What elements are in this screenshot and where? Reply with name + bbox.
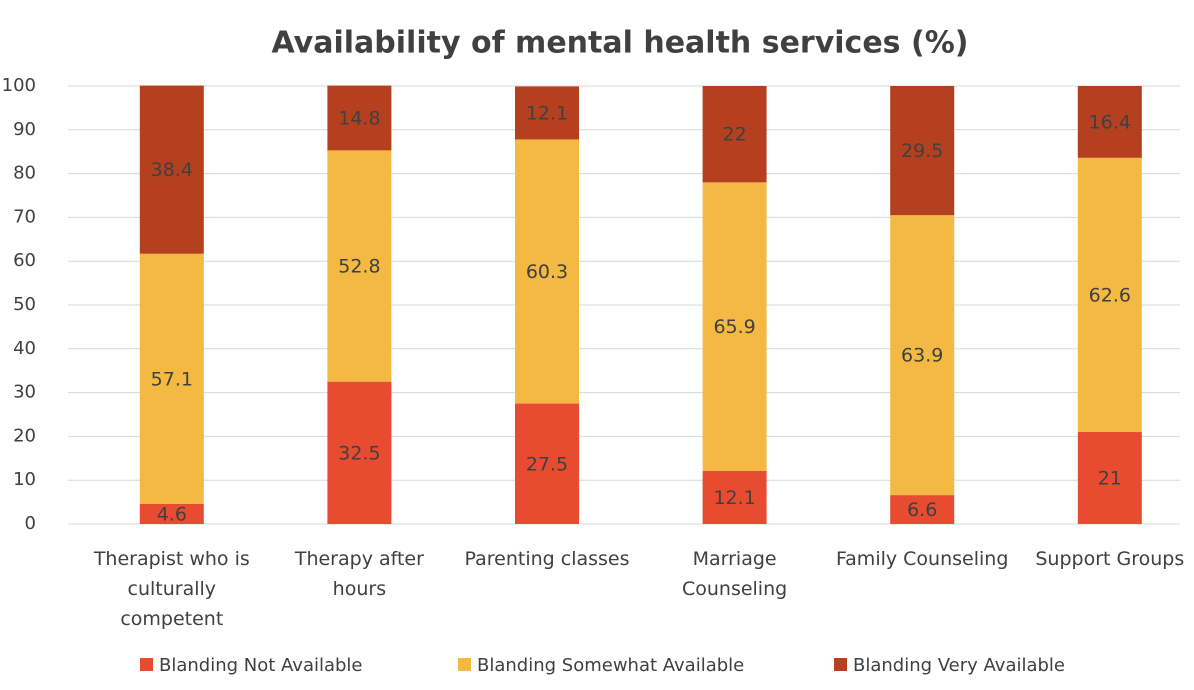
- y-tick-label: 0: [25, 513, 36, 534]
- data-label: 60.3: [526, 261, 568, 283]
- x-tick-label: Parenting classes: [464, 548, 630, 570]
- legend-swatch: [140, 658, 153, 671]
- bar-segment: [139, 503, 204, 524]
- bar-segment: [1077, 157, 1142, 433]
- bar-segment: [702, 471, 767, 524]
- bar-segment: [702, 182, 767, 472]
- y-tick-label: 70: [13, 206, 36, 227]
- data-label: 22: [723, 124, 747, 146]
- x-tick-label: Support Groups: [1035, 548, 1185, 570]
- bar-segment: [890, 215, 955, 496]
- data-label: 14.8: [338, 107, 380, 129]
- data-label: 63.9: [901, 345, 943, 367]
- y-tick-label: 80: [13, 163, 36, 184]
- y-tick-label: 50: [13, 294, 36, 315]
- data-label: 52.8: [338, 256, 380, 278]
- y-tick-label: 90: [13, 119, 36, 140]
- data-label: 12.1: [713, 487, 755, 509]
- chart-title: Availability of mental health services (…: [272, 26, 969, 61]
- data-label: 4.6: [157, 503, 187, 525]
- bar-segment: [327, 150, 392, 382]
- bar-segment: [515, 139, 579, 404]
- x-tick-label: Marriage Counseling: [681, 548, 788, 600]
- data-label: 29.5: [901, 140, 943, 162]
- y-tick-label: 40: [13, 338, 36, 359]
- bar-segment: [139, 253, 204, 504]
- legend-label: Blanding Very Available: [853, 655, 1065, 676]
- y-tick-label: 60: [13, 250, 36, 271]
- data-label: 57.1: [151, 368, 193, 390]
- data-label: 12.1: [526, 102, 568, 124]
- bar-segment: [890, 495, 955, 524]
- data-label: 38.4: [151, 159, 193, 181]
- data-label: 21: [1098, 468, 1122, 490]
- legend-label: Blanding Somewhat Available: [477, 655, 744, 676]
- y-tick-label: 20: [13, 425, 36, 446]
- x-tick-label: Therapy after hours: [294, 548, 424, 600]
- data-label: 62.6: [1089, 284, 1131, 306]
- bar-segment: [1077, 86, 1142, 158]
- bar-segment: [1077, 432, 1142, 524]
- y-tick-label: 10: [13, 469, 36, 490]
- y-tick-label: 30: [13, 382, 36, 403]
- x-tick-label: Therapist who is culturally competent: [93, 548, 250, 630]
- legend-swatch: [834, 658, 847, 671]
- legend-swatch: [458, 658, 471, 671]
- data-label: 32.5: [338, 442, 380, 464]
- bar-segment: [327, 381, 392, 524]
- bar-segment: [702, 86, 767, 183]
- bar-segment: [515, 403, 579, 524]
- data-label: 65.9: [713, 316, 755, 338]
- legend-label: Blanding Not Available: [159, 655, 363, 676]
- data-label: 27.5: [526, 453, 568, 475]
- data-label: 16.4: [1089, 111, 1131, 133]
- bar-segment: [327, 85, 392, 151]
- data-label: 6.6: [907, 499, 937, 521]
- bar-segment: [139, 85, 204, 254]
- x-tick-label: Family Counseling: [835, 548, 1009, 570]
- bar-segment: [515, 86, 579, 140]
- bar-segment: [890, 86, 955, 216]
- y-tick-label: 100: [2, 75, 36, 96]
